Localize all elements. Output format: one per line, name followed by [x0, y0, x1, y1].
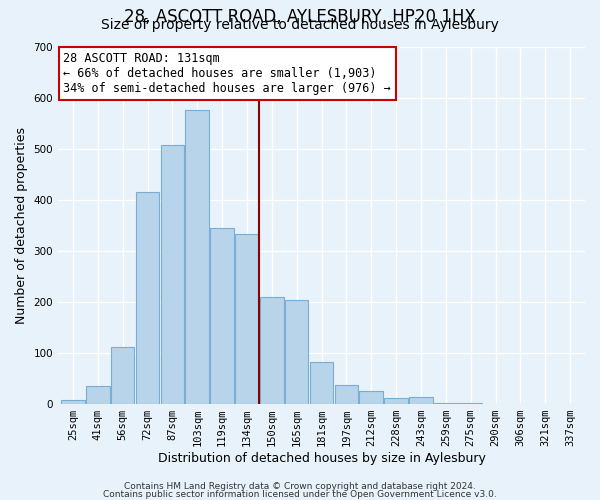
Bar — [310, 362, 334, 404]
Text: Size of property relative to detached houses in Aylesbury: Size of property relative to detached ho… — [101, 18, 499, 32]
Text: 28 ASCOTT ROAD: 131sqm
← 66% of detached houses are smaller (1,903)
34% of semi-: 28 ASCOTT ROAD: 131sqm ← 66% of detached… — [64, 52, 391, 95]
Text: Contains HM Land Registry data © Crown copyright and database right 2024.: Contains HM Land Registry data © Crown c… — [124, 482, 476, 491]
Bar — [235, 234, 259, 404]
Bar — [136, 192, 160, 404]
Bar — [61, 400, 85, 404]
Bar — [335, 385, 358, 404]
Text: Contains public sector information licensed under the Open Government Licence v3: Contains public sector information licen… — [103, 490, 497, 499]
Bar — [384, 398, 408, 404]
Y-axis label: Number of detached properties: Number of detached properties — [15, 127, 28, 324]
Text: 28, ASCOTT ROAD, AYLESBURY, HP20 1HX: 28, ASCOTT ROAD, AYLESBURY, HP20 1HX — [124, 8, 476, 26]
Bar — [86, 386, 110, 404]
Bar — [434, 402, 458, 404]
Bar — [185, 110, 209, 404]
Bar — [161, 144, 184, 404]
Bar — [359, 392, 383, 404]
Bar — [459, 402, 482, 404]
Bar — [210, 228, 234, 404]
Bar — [285, 300, 308, 404]
X-axis label: Distribution of detached houses by size in Aylesbury: Distribution of detached houses by size … — [158, 452, 485, 465]
Bar — [260, 297, 284, 404]
Bar — [409, 398, 433, 404]
Bar — [111, 347, 134, 404]
